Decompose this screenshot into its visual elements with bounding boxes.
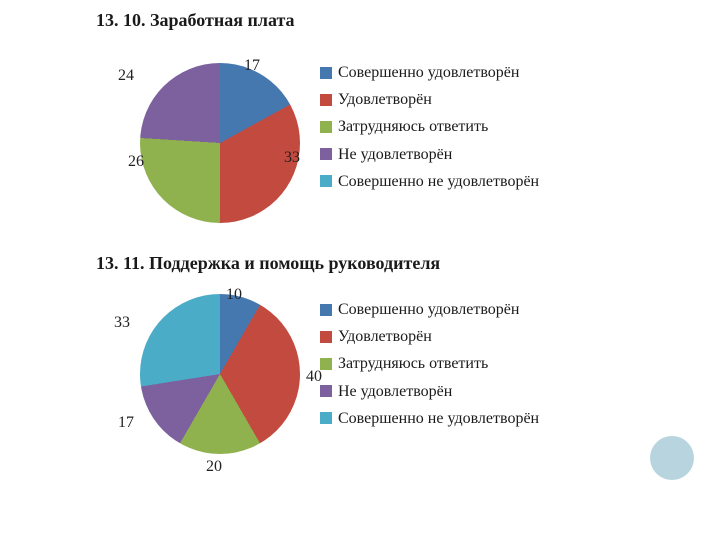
legend-label: Удовлетворён	[338, 323, 432, 350]
chart-row-1: 17 33 26 24 Совершенно удовлетворёнУдовлетв…	[0, 35, 720, 235]
legend-item: Совершенно удовлетворён	[320, 59, 539, 86]
legend-swatch	[320, 331, 332, 343]
pie-chart	[140, 294, 300, 454]
legend-swatch	[320, 121, 332, 133]
legend-label: Совершенно не удовлетворён	[338, 405, 539, 432]
section-title-2: 13. 11. Поддержка и помощь руководителя	[0, 235, 720, 278]
legend-item: Совершенно удовлетворён	[320, 296, 539, 323]
legend-item: Удовлетворён	[320, 86, 539, 113]
pie-value-label: 10	[226, 286, 242, 304]
legend-swatch	[320, 385, 332, 397]
legend-label: Совершенно удовлетворён	[338, 59, 519, 86]
pie-value-label: 17	[244, 57, 260, 75]
chart-row-2: 10 40 20 17 33 Совершенно удовлетворёнУдовле…	[0, 278, 720, 478]
legend-swatch	[320, 148, 332, 160]
legend-item: Затрудняюсь ответить	[320, 350, 539, 377]
pie-chart	[140, 63, 300, 223]
pie-area-2: 10 40 20 17 33	[0, 278, 320, 478]
pie-area-1: 17 33 26 24	[0, 35, 320, 235]
legend-label: Затрудняюсь ответить	[338, 113, 488, 140]
legend-swatch	[320, 94, 332, 106]
legend-item: Удовлетворён	[320, 323, 539, 350]
pie-value-label: 33	[114, 314, 130, 332]
pie-value-label: 26	[128, 153, 144, 171]
pie-value-label: 17	[118, 414, 134, 432]
legend-swatch	[320, 67, 332, 79]
pie-value-label: 24	[118, 67, 134, 85]
legend-item: Совершенно не удовлетворён	[320, 405, 539, 432]
legend-item: Затрудняюсь ответить	[320, 113, 539, 140]
legend-label: Затрудняюсь ответить	[338, 350, 488, 377]
legend-item: Не удовлетворён	[320, 141, 539, 168]
pie-value-label: 40	[306, 368, 322, 386]
legend-label: Удовлетворён	[338, 86, 432, 113]
pie-value-label: 33	[284, 149, 300, 167]
legend-1: Совершенно удовлетворёнУдовлетворёнЗатру…	[320, 35, 539, 195]
pie-value-label: 20	[206, 458, 222, 476]
legend-label: Совершенно удовлетворён	[338, 296, 519, 323]
legend-2: Совершенно удовлетворёнУдовлетворёнЗатру…	[320, 278, 539, 432]
legend-label: Не удовлетворён	[338, 378, 452, 405]
legend-swatch	[320, 304, 332, 316]
decorative-circle	[650, 436, 694, 480]
legend-item: Совершенно не удовлетворён	[320, 168, 539, 195]
section-title-1: 13. 10. Заработная плата	[0, 0, 720, 35]
legend-label: Совершенно не удовлетворён	[338, 168, 539, 195]
legend-label: Не удовлетворён	[338, 141, 452, 168]
legend-item: Не удовлетворён	[320, 378, 539, 405]
legend-swatch	[320, 175, 332, 187]
legend-swatch	[320, 412, 332, 424]
